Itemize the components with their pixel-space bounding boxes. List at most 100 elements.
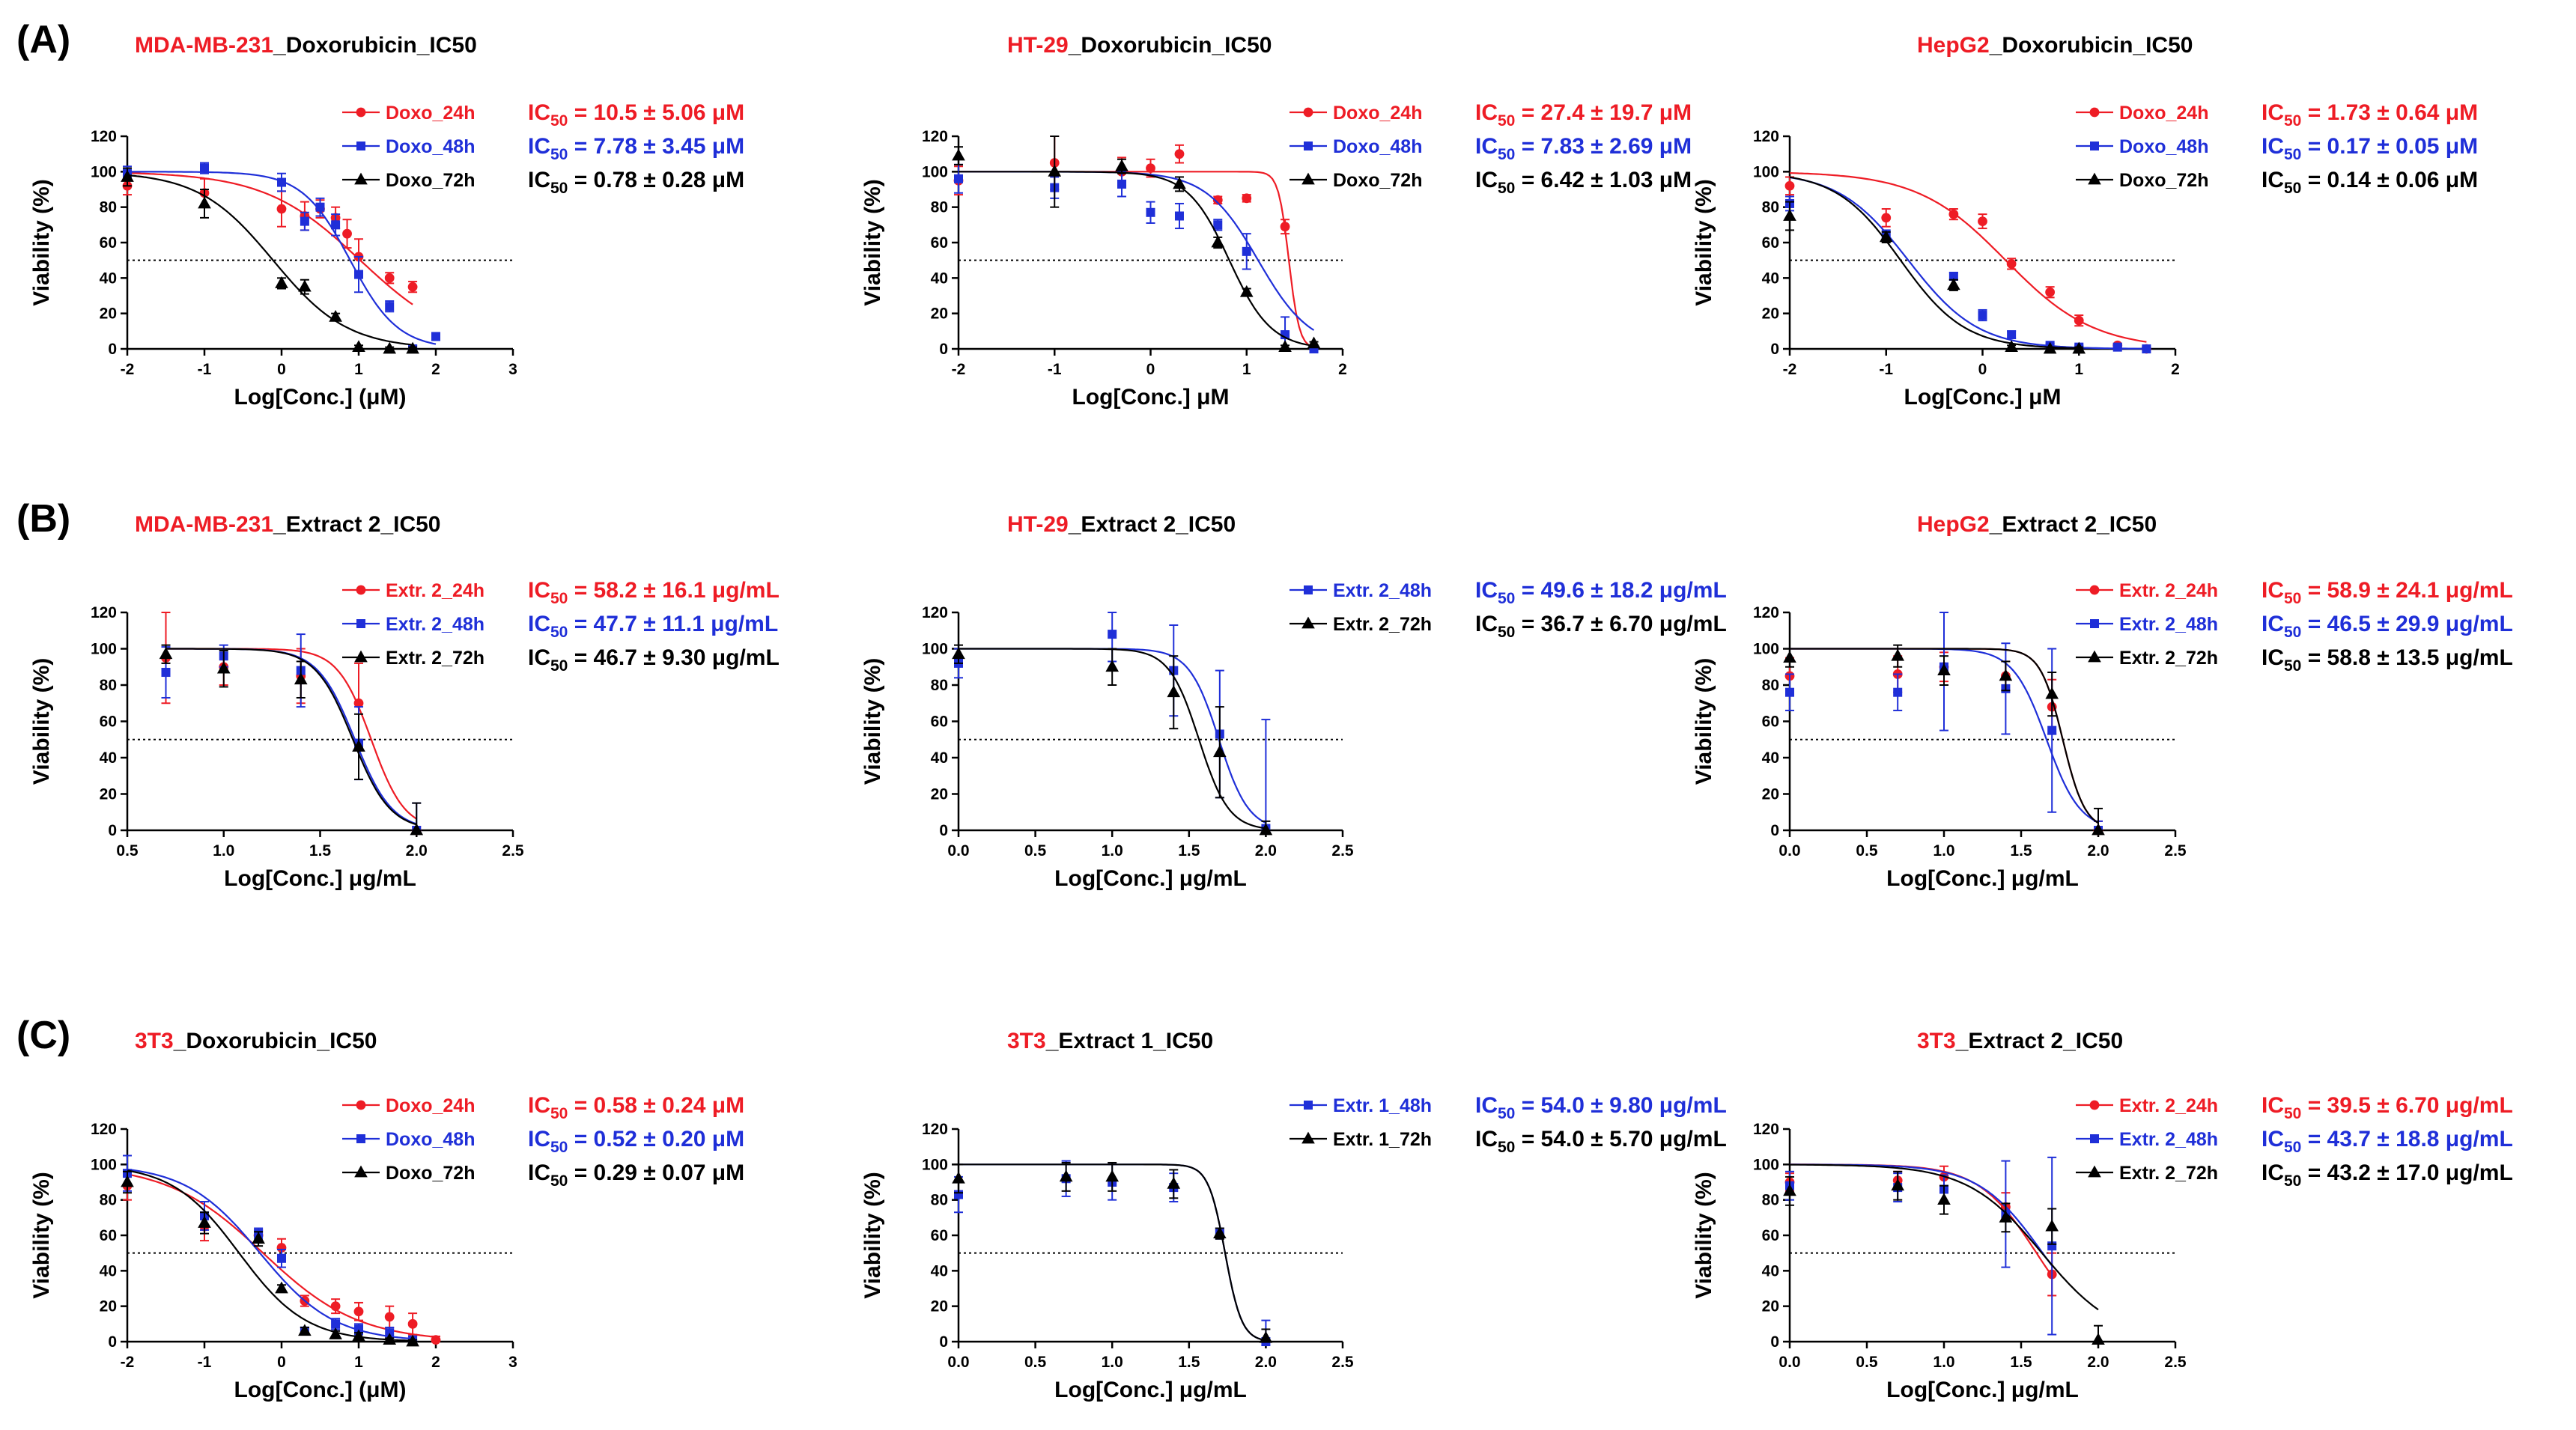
x-tick-label: 0.0: [947, 842, 969, 859]
data-point: [1783, 1184, 1796, 1196]
x-tick-label: 1.0: [1102, 1354, 1123, 1371]
legend-entry: Extr. 2_72h IC50 = 36.7 ± 6.70 μg/mL: [1289, 612, 1727, 641]
chart-title: HT-29_Doxorubicin_IC50: [1007, 33, 1272, 58]
fit-curve: [127, 1169, 413, 1342]
ic50-symbol: IC: [528, 578, 550, 603]
x-tick-label: 0.5: [1024, 1354, 1047, 1371]
x-tick-label: 0: [277, 361, 286, 378]
ic50-annotation: IC50 = 46.7 ± 9.30 μg/mL: [528, 645, 780, 675]
data-point: [1173, 177, 1186, 189]
data-point: [1879, 230, 1893, 243]
data-point: [2092, 1333, 2105, 1345]
x-tick-label: 0.5: [1856, 1354, 1878, 1371]
y-tick-label: 40: [1762, 749, 1779, 767]
data-point: [1146, 163, 1155, 174]
chart-title: 3T3_Extract 2_IC50: [1917, 1029, 2123, 1053]
y-tick-label: 0: [1770, 822, 1779, 839]
x-tick-label: 1: [2074, 361, 2083, 378]
legend-marker: [2090, 142, 2099, 150]
legend-label: Extr. 2_24h: [2119, 580, 2218, 601]
ic50-annotation: IC50 = 43.2 ± 17.0 μg/mL: [2261, 1160, 2513, 1190]
legend-entry: Doxo_24h IC50 = 1.73 ± 0.64 μM: [2076, 100, 2478, 130]
data-point: [329, 1327, 342, 1339]
legend-label: Extr. 2_72h: [2119, 648, 2218, 669]
chart-title-suffix: _Doxorubicin_IC50: [1068, 33, 1272, 58]
data-point: [406, 1334, 419, 1347]
chart-title: MDA-MB-231_Extract 2_IC50: [135, 512, 441, 537]
x-tick-label: 2.5: [2164, 842, 2187, 859]
x-tick-label: 0.5: [1856, 842, 1878, 859]
series-Doxo_72h: [121, 167, 419, 354]
y-tick-label: 60: [1762, 714, 1779, 731]
chart-title: 3T3_Doxorubicin_IC50: [135, 1029, 377, 1053]
x-axis-label: Log[Conc.] μg/mL: [1054, 866, 1247, 891]
legend-entry: Extr. 2_48h IC50 = 49.6 ± 18.2 μg/mL: [1289, 578, 1727, 607]
ic50-subscript: 50: [2284, 146, 2301, 163]
ic50-value: = 6.42 ± 1.03 μM: [1515, 168, 1692, 192]
legend-label: Doxo_72h: [1333, 170, 1422, 191]
ic50-annotation: IC50 = 49.6 ± 18.2 μg/mL: [1475, 578, 1727, 607]
fit-curve: [959, 171, 1314, 349]
data-point: [354, 270, 363, 279]
ic50-symbol: IC: [2261, 578, 2284, 603]
ic50-annotation: IC50 = 27.4 ± 19.7 μM: [1475, 100, 1692, 130]
x-axis-label: Log[Conc.] μM: [1072, 385, 1230, 410]
ic50-symbol: IC: [1475, 100, 1498, 125]
ic50-annotation: IC50 = 36.7 ± 6.70 μg/mL: [1475, 612, 1727, 641]
data-point: [300, 216, 309, 226]
y-tick-label: 120: [1753, 604, 1779, 621]
x-tick-label: -1: [1879, 361, 1893, 378]
x-tick-label: 2: [431, 1354, 440, 1371]
chart-9: 3T3_Extract 2_IC50 0 20 40 60 80 100 120 0.0 0.5 1…: [1692, 1029, 2513, 1402]
legend-label: Extr. 2_48h: [2119, 1129, 2218, 1150]
charts-group: MDA-MB-231_Doxorubicin_IC500204060801001…: [29, 33, 2513, 1402]
data-point: [277, 177, 286, 187]
legend-entry: Extr. 2_24h IC50 = 58.2 ± 16.1 μg/mL: [342, 578, 780, 607]
legend-label: Extr. 2_48h: [1333, 580, 1432, 601]
ic50-value: = 49.6 ± 18.2 μg/mL: [1515, 578, 1726, 603]
data-point: [385, 302, 395, 311]
chart-2: HT-29_Doxorubicin_IC50020406080100120-2-…: [860, 33, 1692, 410]
legend-entry: Doxo_72h IC50 = 0.78 ± 0.28 μM: [342, 168, 744, 197]
data-point: [952, 1171, 965, 1184]
data-point: [2045, 687, 2059, 699]
y-tick-label: 0: [939, 341, 948, 358]
data-point: [1280, 222, 1290, 232]
ic50-value: = 43.2 ± 17.0 μg/mL: [2301, 1160, 2512, 1185]
legend-label: Extr. 1_48h: [1333, 1095, 1432, 1116]
legend-entry: Extr. 2_48h IC50 = 47.7 ± 11.1 μg/mL: [342, 612, 778, 641]
legend-marker: [2089, 1100, 2100, 1110]
data-point: [1059, 1169, 1073, 1182]
x-tick-label: -2: [121, 1354, 135, 1371]
ic50-annotation: IC50 = 10.5 ± 5.06 μM: [528, 100, 744, 130]
chart-title-suffix: _Extract 2_IC50: [1068, 512, 1236, 537]
legend-entry: Extr. 2_24h IC50 = 58.9 ± 24.1 μg/mL: [2076, 578, 2513, 607]
legend-marker: [2088, 1165, 2101, 1178]
ic50-subscript: 50: [1498, 624, 1515, 641]
x-tick-label: 1: [1242, 361, 1251, 378]
ic50-annotation: IC50 = 47.7 ± 11.1 μg/mL: [528, 612, 778, 641]
x-tick-label: 2: [431, 361, 440, 378]
series-Extr. 2_24h: [1784, 1163, 2057, 1297]
legend-entry: Extr. 2_72h IC50 = 43.2 ± 17.0 μg/mL: [2076, 1160, 2513, 1190]
x-tick-label: 1.5: [1178, 842, 1200, 859]
chart-1: MDA-MB-231_Doxorubicin_IC500204060801001…: [29, 33, 744, 410]
chart-title-cell-line: 3T3: [135, 1029, 174, 1053]
data-point: [1242, 246, 1251, 256]
data-point: [1108, 630, 1117, 639]
data-point: [1146, 207, 1155, 217]
ic50-value: = 0.58 ± 0.24 μM: [568, 1093, 744, 1118]
y-tick-label: 20: [100, 786, 117, 803]
data-point: [330, 1301, 341, 1312]
data-point: [2142, 344, 2151, 353]
x-axis-label: Log[Conc.] μg/mL: [224, 866, 416, 891]
data-point: [275, 276, 288, 288]
fit-curve: [1789, 172, 2147, 343]
legend-label: Doxo_24h: [386, 103, 475, 124]
ic50-subscript: 50: [1498, 1105, 1515, 1122]
series-Doxo_48h: [123, 162, 440, 353]
ic50-subscript: 50: [2284, 1172, 2301, 1190]
legend-label: Doxo_72h: [386, 1163, 475, 1184]
ic50-subscript: 50: [550, 1105, 568, 1122]
y-axis-label: Viability (%): [860, 658, 885, 785]
